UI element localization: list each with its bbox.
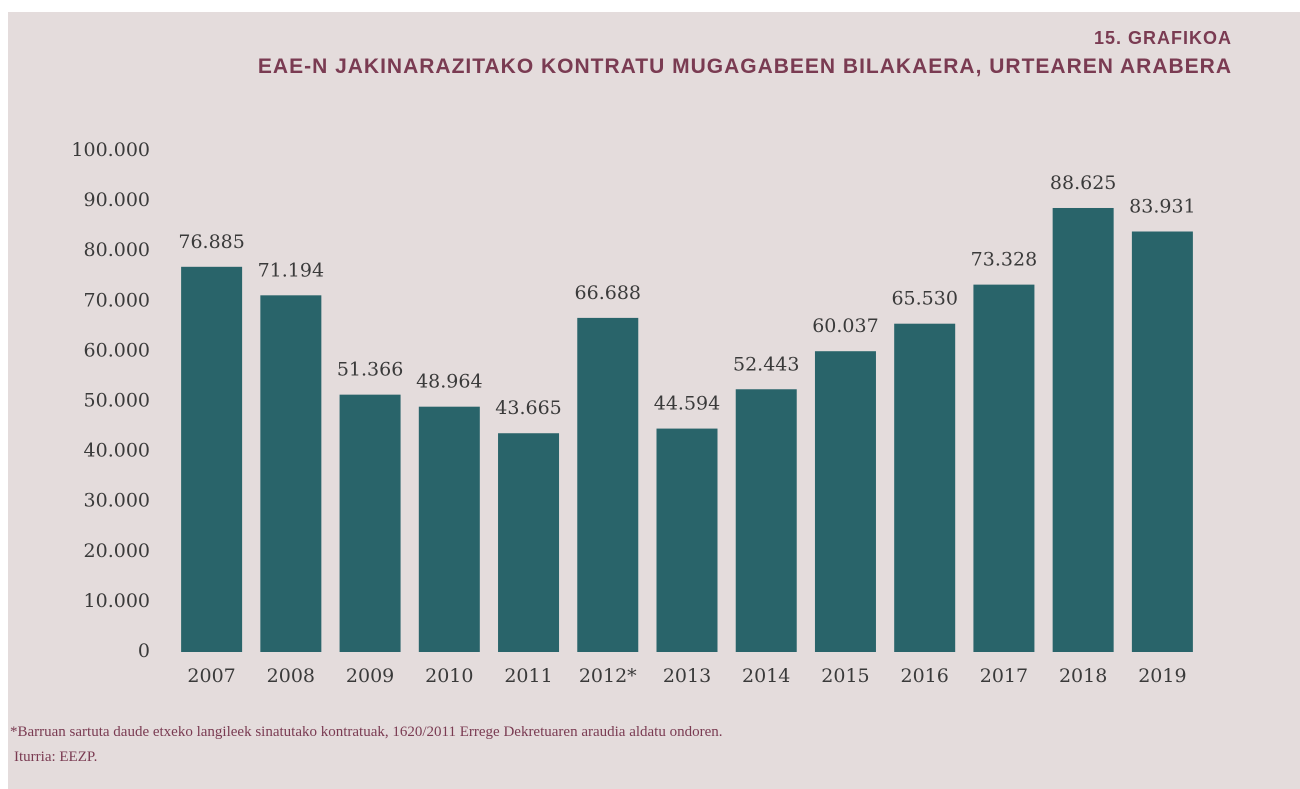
chart-title: EAE-N JAKINARAZITAKO KONTRATU MUGAGABEEN… [257, 55, 1232, 78]
bar [894, 323, 956, 652]
y-tick-label: 40.000 [84, 440, 150, 462]
source: Iturria: EEZP. [14, 749, 98, 765]
value-label: 52.443 [733, 353, 799, 375]
value-label: 51.366 [337, 359, 403, 381]
bar [577, 317, 639, 652]
value-label: 43.665 [495, 397, 561, 419]
y-tick-label: 80.000 [84, 239, 150, 261]
x-tick-label: 2012* [579, 665, 637, 687]
chart-subtitle: 15. GRAFIKOA [1093, 28, 1232, 48]
bar [735, 389, 797, 652]
y-tick-label: 70.000 [84, 289, 150, 311]
x-tick-label: 2008 [267, 665, 315, 687]
x-tick-label: 2019 [1138, 665, 1186, 687]
y-tick-label: 30.000 [84, 490, 150, 512]
x-tick-label: 2018 [1059, 665, 1107, 687]
x-tick-label: 2009 [346, 665, 394, 687]
bar [339, 394, 401, 652]
value-label: 76.885 [178, 231, 244, 253]
value-label: 65.530 [891, 288, 957, 310]
value-label: 66.688 [575, 282, 641, 304]
x-tick-label: 2010 [425, 665, 473, 687]
bar [1131, 231, 1193, 653]
y-tick-label: 10.000 [84, 590, 150, 612]
value-label: 60.037 [812, 315, 878, 337]
bar [973, 284, 1035, 652]
bar [260, 295, 322, 652]
bar [498, 433, 560, 652]
y-tick-label: 90.000 [84, 189, 150, 211]
bar [181, 266, 243, 652]
value-label: 44.594 [654, 393, 720, 415]
y-tick-label: 100.000 [71, 139, 150, 161]
value-label: 71.194 [258, 259, 324, 281]
y-tick-label: 60.000 [84, 339, 150, 361]
y-tick-label: 0 [138, 640, 150, 662]
x-tick-label: 2016 [901, 665, 949, 687]
bar [1052, 207, 1114, 652]
y-tick-label: 20.000 [84, 540, 150, 562]
y-tick-label: 50.000 [84, 390, 150, 412]
value-label: 83.931 [1129, 196, 1195, 218]
x-tick-label: 2013 [663, 665, 711, 687]
x-tick-label: 2015 [821, 665, 869, 687]
value-label: 48.964 [416, 371, 482, 393]
value-label: 88.625 [1050, 172, 1116, 194]
bar [656, 428, 718, 652]
note: *Barruan sartuta daude etxeko langileek … [10, 724, 723, 740]
x-tick-label: 2011 [504, 665, 552, 687]
bar [418, 406, 480, 652]
x-tick-label: 2007 [187, 665, 235, 687]
value-label: 73.328 [971, 249, 1037, 271]
x-tick-label: 2014 [742, 665, 790, 687]
bar [814, 351, 876, 652]
x-tick-label: 2017 [980, 665, 1028, 687]
